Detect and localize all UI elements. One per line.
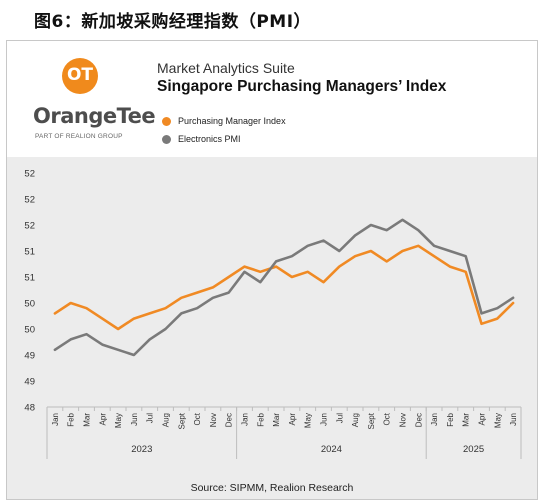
x-tick-label: May [304,413,313,428]
x-tick-label: May [493,413,502,428]
x-tick-label: Apr [288,413,297,426]
x-tick-label: May [114,413,123,428]
legend-label-electronics: Electronics PMI [178,134,241,144]
x-tick-label: Feb [256,412,265,426]
x-tick-label: Jun [509,413,518,426]
source-note: Source: SIPMM, Realion Research [190,482,354,494]
series-line-pmi [53,244,515,331]
x-tick-label: Apr [98,413,107,426]
y-tick-label: 52 [24,221,35,232]
x-tick-label: Jul [146,413,155,423]
x-tick-label: Mar [272,413,281,427]
x-tick-label: Feb [67,412,76,426]
x-tick-label: Dec [414,413,423,427]
orangetee-logo-icon: OT [62,58,98,94]
series-line-electronics [53,218,515,357]
x-tick-label: Jan [241,413,250,426]
x-tick-label: Sept [367,412,376,429]
legend-label-pmi: Purchasing Manager Index [178,116,286,126]
x-tick-label: Oct [193,412,202,425]
x-tick-label: Aug [351,413,360,427]
y-tick-label: 50 [24,299,35,310]
x-tick-label: Mar [462,413,471,427]
chart-header: OT OrangeTee PART OF REALION GROUP Marke… [7,41,537,157]
x-tick-label: Aug [162,413,171,427]
x-tick-label: Feb [446,412,455,426]
legend-swatch-electronics [162,135,171,144]
y-tick-label: 52 [24,169,35,180]
suite-name: Market Analytics Suite [157,60,295,76]
x-tick-label: Sept [177,412,186,429]
logo-mark-text: OT [66,65,94,85]
y-tick-label: 51 [24,247,35,258]
logo-wordmark: OrangeTee [33,104,156,128]
y-tick-label: 49 [24,351,35,362]
line-chart: 48 49 49 50 50 51 51 52 52 52 Jan Feb Mar Apr May Jun Ju… [24,169,522,459]
y-tick-label: 51 [24,273,35,284]
x-tick-label: Oct [383,412,392,425]
x-tick-label: Dec [225,413,234,427]
figure-caption: 图6：新加坡采购经理指数（PMI） [34,12,312,32]
x-tick-label: Mar [83,413,92,427]
x-tick-label: Jan [430,413,439,426]
year-label: 2025 [463,444,484,455]
y-tick-label: 48 [24,403,35,414]
legend-swatch-pmi [162,117,171,126]
x-tick-label: Jul [335,413,344,423]
y-tick-label: 50 [24,325,35,336]
chart-title: Singapore Purchasing Managers’ Index [157,78,447,95]
logo-subtitle: PART OF REALION GROUP [35,133,123,140]
x-tick-label: Jun [320,413,329,426]
year-label: 2023 [131,444,152,455]
year-label: 2024 [321,444,342,455]
x-tick-label: Jun [130,413,139,426]
y-tick-label: 52 [24,195,35,206]
x-tick-label: Nov [399,413,408,427]
x-tick-label: Nov [209,413,218,427]
x-tick-label: Apr [478,413,487,426]
chart-panel: OT OrangeTee PART OF REALION GROUP Marke… [6,40,538,500]
y-tick-label: 49 [24,377,35,388]
x-tick-label: Jan [51,413,60,426]
